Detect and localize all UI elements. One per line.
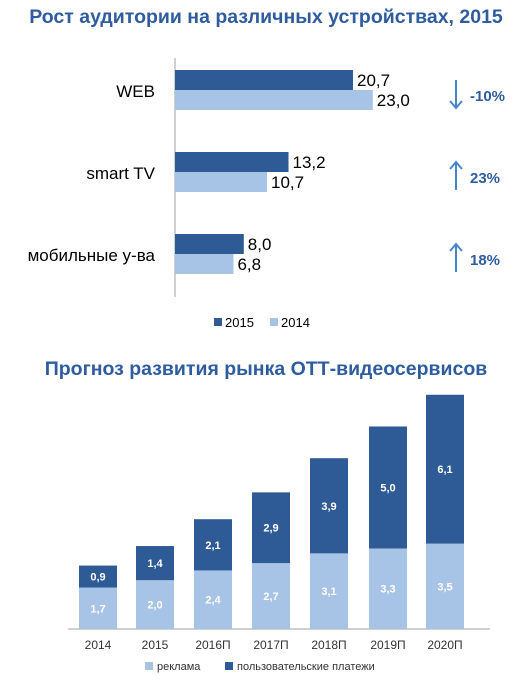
data-label: 5,0 bbox=[380, 482, 395, 494]
x-tick-label: 2015 bbox=[142, 638, 169, 652]
data-label: 2,7 bbox=[263, 591, 278, 603]
x-tick-label: 2014 bbox=[85, 638, 112, 652]
data-label: 20,7 bbox=[357, 71, 390, 90]
bar-segment bbox=[79, 587, 117, 629]
bar-2014 bbox=[175, 90, 373, 110]
data-label: 2,9 bbox=[263, 523, 278, 535]
bar-2014 bbox=[175, 254, 234, 274]
arrow-down-icon bbox=[449, 80, 463, 110]
data-label: 8,0 bbox=[248, 235, 272, 254]
legend-label: реклама bbox=[157, 661, 201, 673]
data-label: 2,1 bbox=[205, 540, 220, 552]
data-label: 1,7 bbox=[90, 603, 105, 615]
bar-2014 bbox=[175, 172, 268, 192]
data-label: 3,9 bbox=[321, 501, 336, 513]
legend-swatch bbox=[145, 662, 153, 670]
data-label: 6,8 bbox=[237, 255, 261, 274]
arrow-head bbox=[449, 242, 463, 252]
data-label: 10,7 bbox=[271, 173, 304, 192]
arrow-head bbox=[449, 160, 463, 170]
bar-segment bbox=[426, 543, 464, 629]
bar-segment bbox=[369, 548, 407, 629]
x-tick-label: 2018П bbox=[311, 638, 346, 652]
bar-2015 bbox=[175, 234, 244, 254]
x-tick-label: 2016П bbox=[195, 638, 230, 652]
category-label: WEB bbox=[116, 82, 155, 101]
bar-segment bbox=[369, 426, 407, 549]
data-label: 3,3 bbox=[380, 584, 395, 596]
change-label: 18% bbox=[470, 252, 500, 269]
x-tick-label: 2017П bbox=[253, 638, 288, 652]
audience-growth-chart: WEB 20,723,0 -10% smart TV 13,210,7 23% мобиль… bbox=[28, 58, 505, 330]
data-label: 1,4 bbox=[147, 558, 163, 570]
category-label: мобильные у-ва bbox=[28, 246, 156, 265]
bar-segment bbox=[252, 563, 290, 629]
arrow-head bbox=[449, 100, 463, 110]
x-tick-label: 2020П bbox=[427, 638, 462, 652]
bar-segment bbox=[136, 546, 174, 581]
legend-label: 2015 bbox=[225, 315, 254, 330]
data-label: 13,2 bbox=[293, 153, 326, 172]
legend-label: 2014 bbox=[281, 315, 310, 330]
arrow-up-icon bbox=[449, 160, 463, 190]
legend-swatch bbox=[270, 318, 278, 326]
chart-title-ott-forecast: Прогноз развития рынка ОТТ-видеосервисов bbox=[44, 358, 488, 380]
bar-segment bbox=[252, 492, 290, 564]
x-tick-label: 2019П bbox=[370, 638, 405, 652]
data-label: 6,1 bbox=[437, 464, 452, 476]
data-label: 23,0 bbox=[377, 91, 410, 110]
bar-segment bbox=[79, 565, 117, 588]
arrow-up-icon bbox=[449, 242, 463, 272]
data-label: 2,4 bbox=[205, 595, 221, 607]
data-label: 3,5 bbox=[437, 581, 452, 593]
bar-segment bbox=[310, 553, 348, 629]
data-label: 0,9 bbox=[90, 572, 105, 584]
category-label: smart TV bbox=[86, 164, 155, 183]
bar-segment bbox=[426, 394, 464, 544]
legend-swatch bbox=[225, 662, 233, 670]
legend-label: пользовательские платежи bbox=[237, 661, 375, 673]
data-label: 2,0 bbox=[147, 600, 162, 612]
bar-segment bbox=[194, 519, 232, 571]
bar-2015 bbox=[175, 70, 354, 90]
data-label: 3,1 bbox=[321, 586, 336, 598]
change-label: 23% bbox=[470, 170, 500, 187]
change-label: -10% bbox=[470, 88, 505, 105]
bar-segment bbox=[136, 580, 174, 629]
bar-segment bbox=[310, 458, 348, 554]
legend-swatch bbox=[214, 318, 222, 326]
bar-segment bbox=[194, 570, 232, 629]
bar-2015 bbox=[175, 152, 289, 172]
chart-title-audience: Рост аудитории на различных устройствах,… bbox=[29, 6, 503, 28]
